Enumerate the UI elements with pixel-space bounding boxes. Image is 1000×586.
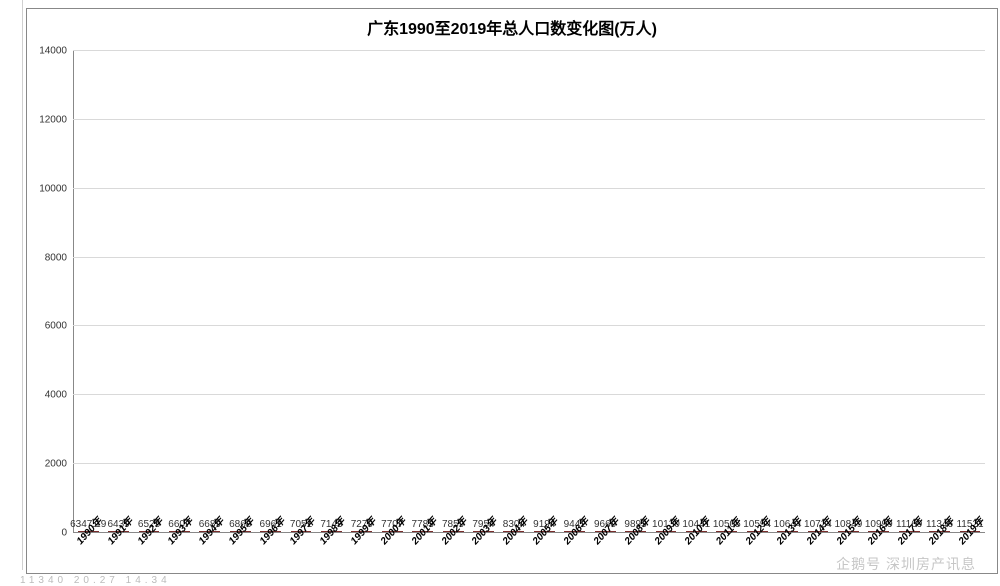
x-tick-label: 2008年: [620, 535, 650, 571]
x-tick-label: 2001年: [407, 535, 437, 571]
grid-line: [73, 50, 985, 51]
x-tick-label: 1995年: [225, 535, 255, 571]
x-tick-label: 1994年: [195, 535, 225, 571]
x-tick-label: 2009年: [651, 535, 681, 571]
x-tick-label: 1990年: [73, 535, 103, 571]
x-tick-label: 2011年: [712, 535, 742, 571]
x-tick-label: 2003年: [468, 535, 498, 571]
grid-line: [73, 119, 985, 120]
x-tick-label: 2007年: [590, 535, 620, 571]
y-tick-label: 8000: [45, 252, 73, 263]
x-tick-label: 1998年: [316, 535, 346, 571]
x-tick-label: 2006年: [560, 535, 590, 571]
grid-line: [73, 394, 985, 395]
y-tick-label: 12000: [39, 114, 73, 125]
x-tick-label: 1996年: [255, 535, 285, 571]
grid-line: [73, 188, 985, 189]
plot-area: 6347.19643965256607668968686961705171437…: [73, 51, 985, 533]
grid-line: [73, 325, 985, 326]
y-tick-label: 6000: [45, 321, 73, 332]
x-tick-label: 1992年: [134, 535, 164, 571]
x-tick-label: 1997年: [286, 535, 316, 571]
x-tick-label: 2012年: [742, 535, 772, 571]
x-tick-label: 2000年: [377, 535, 407, 571]
x-tick-label: 2002年: [438, 535, 468, 571]
status-bar-left: 11340 20.27 14.34: [20, 575, 171, 586]
x-tick-label: 2010年: [681, 535, 711, 571]
row-gutter: [0, 0, 23, 570]
y-tick-label: 14000: [39, 46, 73, 57]
watermark-text: 企鹅号 深圳房产讯息: [836, 554, 976, 574]
x-tick-label: 2004年: [499, 535, 529, 571]
y-tick-label: 2000: [45, 459, 73, 470]
x-tick-label: 2005年: [529, 535, 559, 571]
y-tick-label: 4000: [45, 390, 73, 401]
x-tick-label: 1993年: [164, 535, 194, 571]
embedded-chart[interactable]: 广东1990至2019年总人口数变化图(万人) 6347.19643965256…: [26, 8, 998, 574]
y-tick-label: 10000: [39, 183, 73, 194]
spreadsheet-window: 广东1990至2019年总人口数变化图(万人) 6347.19643965256…: [0, 0, 1000, 586]
x-tick-label: 2014年: [803, 535, 833, 571]
grid-line: [73, 257, 985, 258]
bars-group: 6347.19643965256607668968686961705171437…: [73, 51, 985, 533]
x-tick-label: 2013年: [772, 535, 802, 571]
chart-title: 广东1990至2019年总人口数变化图(万人): [27, 15, 997, 39]
x-tick-label: 1991年: [103, 535, 133, 571]
x-tick-label: 1999年: [347, 535, 377, 571]
grid-line: [73, 463, 985, 464]
